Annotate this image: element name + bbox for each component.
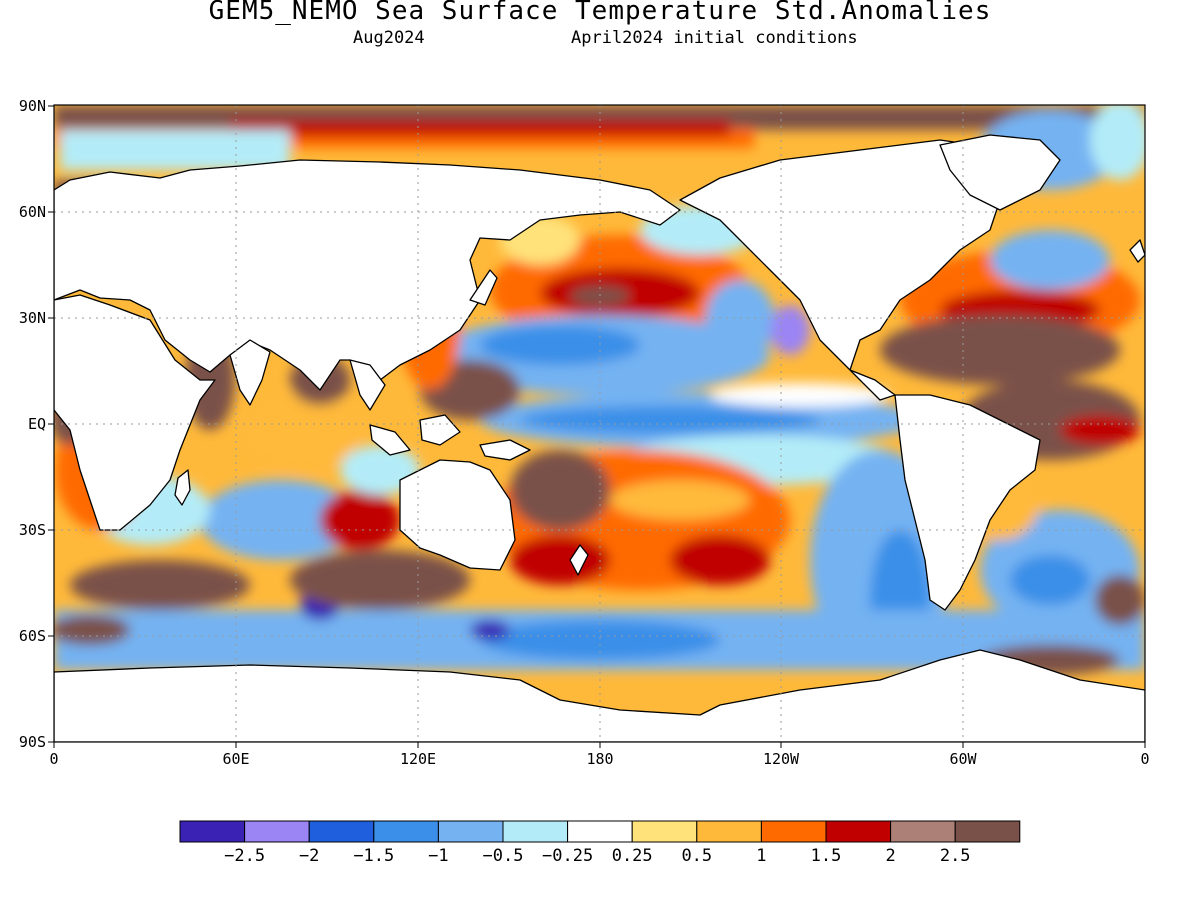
- colorbar-label: −2: [298, 846, 320, 866]
- colorbar-swatch: [954, 820, 1021, 843]
- colorbar-label: −1: [428, 846, 449, 866]
- colorbar-swatch: [308, 820, 375, 843]
- colorbar-swatch: [502, 820, 569, 843]
- colorbar-swatch: [373, 820, 439, 843]
- colorbar-swatch: [760, 820, 827, 843]
- lat-label-eq: EQ: [27, 415, 46, 433]
- forecast-month: Aug2024: [353, 28, 425, 48]
- lon-label-60w: 60W: [949, 750, 977, 768]
- lon-label-120w: 120W: [762, 750, 800, 768]
- lon-label-0: 0: [49, 750, 59, 768]
- colorbar-label: −0.5: [482, 846, 524, 866]
- lon-label-0-east: 0: [1140, 750, 1150, 768]
- lat-label-90n: 90N: [18, 97, 46, 115]
- colorbar-swatch: [825, 820, 892, 843]
- continents: [54, 134, 1145, 742]
- lat-label-30s: 30S: [18, 521, 46, 539]
- colorbar-label: 1.5: [810, 846, 842, 866]
- colorbar-label: −0.25: [542, 846, 594, 866]
- lon-label-60e: 60E: [222, 750, 250, 768]
- initial-conditions: April2024 initial conditions: [571, 28, 858, 48]
- colorbar-label: −1.5: [353, 846, 395, 866]
- lat-label-60n: 60N: [18, 203, 46, 221]
- lat-label-60s: 60S: [18, 627, 46, 645]
- colorbar-swatch: [567, 820, 633, 843]
- colorbar-swatch: [437, 820, 504, 843]
- map-title: GEM5_NEMO Sea Surface Temperature Std.An…: [208, 0, 992, 26]
- colorbar-label: 0.5: [681, 846, 713, 866]
- colorbar-label: −2.5: [224, 846, 266, 866]
- gridlines: [54, 105, 1145, 742]
- colorbar-swatch: [631, 820, 698, 843]
- lat-label-90s: 90S: [18, 733, 46, 751]
- lat-label-30n: 30N: [18, 309, 46, 327]
- colorbar-swatch: [179, 820, 246, 843]
- anomaly-field: [54, 105, 1145, 742]
- colorbar-swatch: [890, 820, 956, 843]
- lon-label-120e: 120E: [399, 750, 437, 768]
- colorbar-label: 0.25: [611, 846, 653, 866]
- colorbar-swatch: [696, 820, 762, 843]
- colorbar-swatch: [244, 820, 310, 843]
- colorbar: [179, 820, 1021, 843]
- colorbar-label: 2: [885, 846, 896, 866]
- colorbar-label: 2.5: [939, 846, 971, 866]
- lon-label-180: 180: [586, 750, 614, 768]
- axis-ticks: [48, 105, 1146, 748]
- colorbar-label: 1: [756, 846, 767, 866]
